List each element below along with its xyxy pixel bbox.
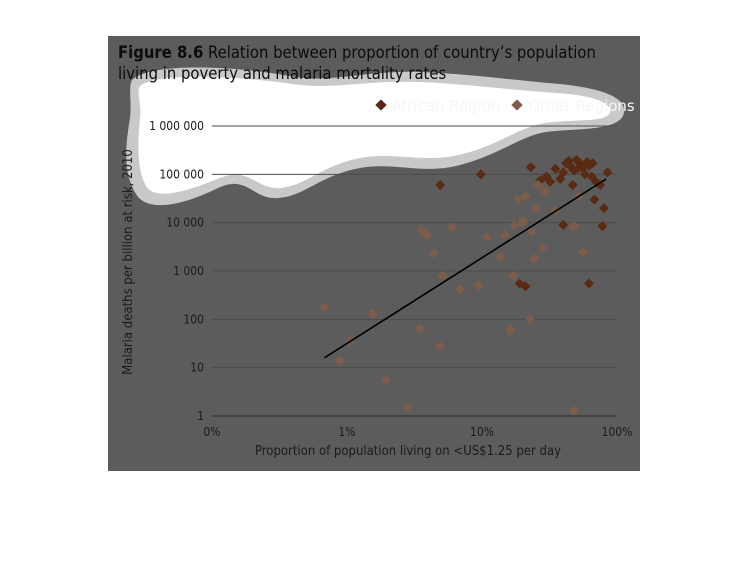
y-tick-label: 100 <box>183 312 204 326</box>
point-other <box>568 405 579 416</box>
point-other <box>508 270 519 281</box>
x-tick-label: 0% <box>203 425 220 439</box>
point-other <box>509 219 520 230</box>
point-other <box>428 248 439 259</box>
gridlines <box>212 125 617 417</box>
y-tick-label: 1 <box>197 409 204 423</box>
point-african <box>597 221 608 232</box>
point-other <box>482 232 493 243</box>
point-other <box>473 280 484 291</box>
y-tick-label: 10 000 <box>166 216 204 230</box>
y-tick-label: 10 <box>190 361 204 375</box>
point-other <box>578 246 589 257</box>
data-points <box>319 154 613 416</box>
point-other <box>367 308 378 319</box>
point-other <box>421 230 432 241</box>
point-african <box>598 203 609 214</box>
point-african <box>525 162 536 173</box>
y-tick-label: 100 000 <box>159 167 204 181</box>
trendline-group <box>323 178 607 359</box>
point-other <box>568 221 579 232</box>
point-african <box>558 167 569 178</box>
y-tick-label: 1 000 000 <box>149 119 204 133</box>
point-other <box>517 215 528 226</box>
point-other <box>505 325 516 336</box>
point-other <box>381 375 392 386</box>
figure-caption: Relation between proportion of country’s… <box>118 43 596 83</box>
point-other <box>530 203 541 214</box>
legend-label-african: African Region <box>392 97 501 115</box>
legend-marker-african <box>375 99 387 111</box>
point-other <box>415 323 426 334</box>
x-tick-labels: 0% 1% 10% 100% <box>203 425 632 439</box>
x-axis-title: Proportion of population living on <US$1… <box>255 444 561 459</box>
point-other <box>495 251 506 262</box>
point-other <box>437 270 448 281</box>
chart-legend: African Region Other Regions <box>375 97 643 115</box>
point-african <box>558 219 569 230</box>
point-african <box>545 176 556 187</box>
trendline <box>323 178 607 359</box>
point-other <box>319 301 330 312</box>
point-other <box>520 191 531 202</box>
point-african <box>435 180 446 191</box>
point-other <box>529 253 540 264</box>
point-other <box>537 242 548 253</box>
point-african <box>550 163 561 174</box>
legend-item-other: Other Regions <box>511 97 635 115</box>
cloud-shape-inner <box>138 76 611 194</box>
y-tick-labels: 1 10 100 1 000 10 000 100 000 1 000 000 <box>149 119 204 423</box>
point-african <box>572 163 583 174</box>
point-african <box>563 155 574 166</box>
point-african <box>589 194 600 205</box>
point-other <box>455 284 466 295</box>
point-african <box>475 169 486 180</box>
point-other <box>539 186 550 197</box>
point-african <box>602 167 613 178</box>
x-tick-label: 1% <box>338 425 355 439</box>
point-african <box>587 158 598 169</box>
point-other <box>334 355 345 366</box>
point-other <box>447 222 458 233</box>
x-tick-label: 100% <box>602 425 633 439</box>
point-african <box>595 180 606 191</box>
point-african <box>583 278 594 289</box>
point-other <box>435 341 446 352</box>
y-tick-label: 1 000 <box>173 264 204 278</box>
point-other <box>527 226 538 237</box>
figure-label: Figure 8.6 <box>118 43 204 62</box>
point-other <box>524 314 535 325</box>
point-other <box>533 180 544 191</box>
point-african <box>520 281 531 292</box>
legend-label-other: Other Regions <box>528 97 635 115</box>
legend-item-african: African Region <box>375 97 501 115</box>
x-tick-label: 10% <box>470 425 494 439</box>
point-other <box>512 194 523 205</box>
legend-marker-other <box>511 99 523 111</box>
y-axis-title: Malaria deaths per billion at risk, 2010 <box>121 149 136 375</box>
point-other <box>499 230 510 241</box>
figure-title: Figure 8.6 Relation between proportion o… <box>118 42 633 84</box>
point-other <box>402 402 413 413</box>
point-african <box>567 180 578 191</box>
